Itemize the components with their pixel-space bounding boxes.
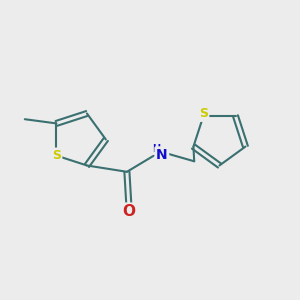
Text: O: O (122, 204, 136, 219)
Text: H: H (152, 144, 160, 154)
Text: S: S (199, 107, 208, 120)
Text: N: N (156, 148, 168, 162)
Text: S: S (52, 149, 61, 162)
